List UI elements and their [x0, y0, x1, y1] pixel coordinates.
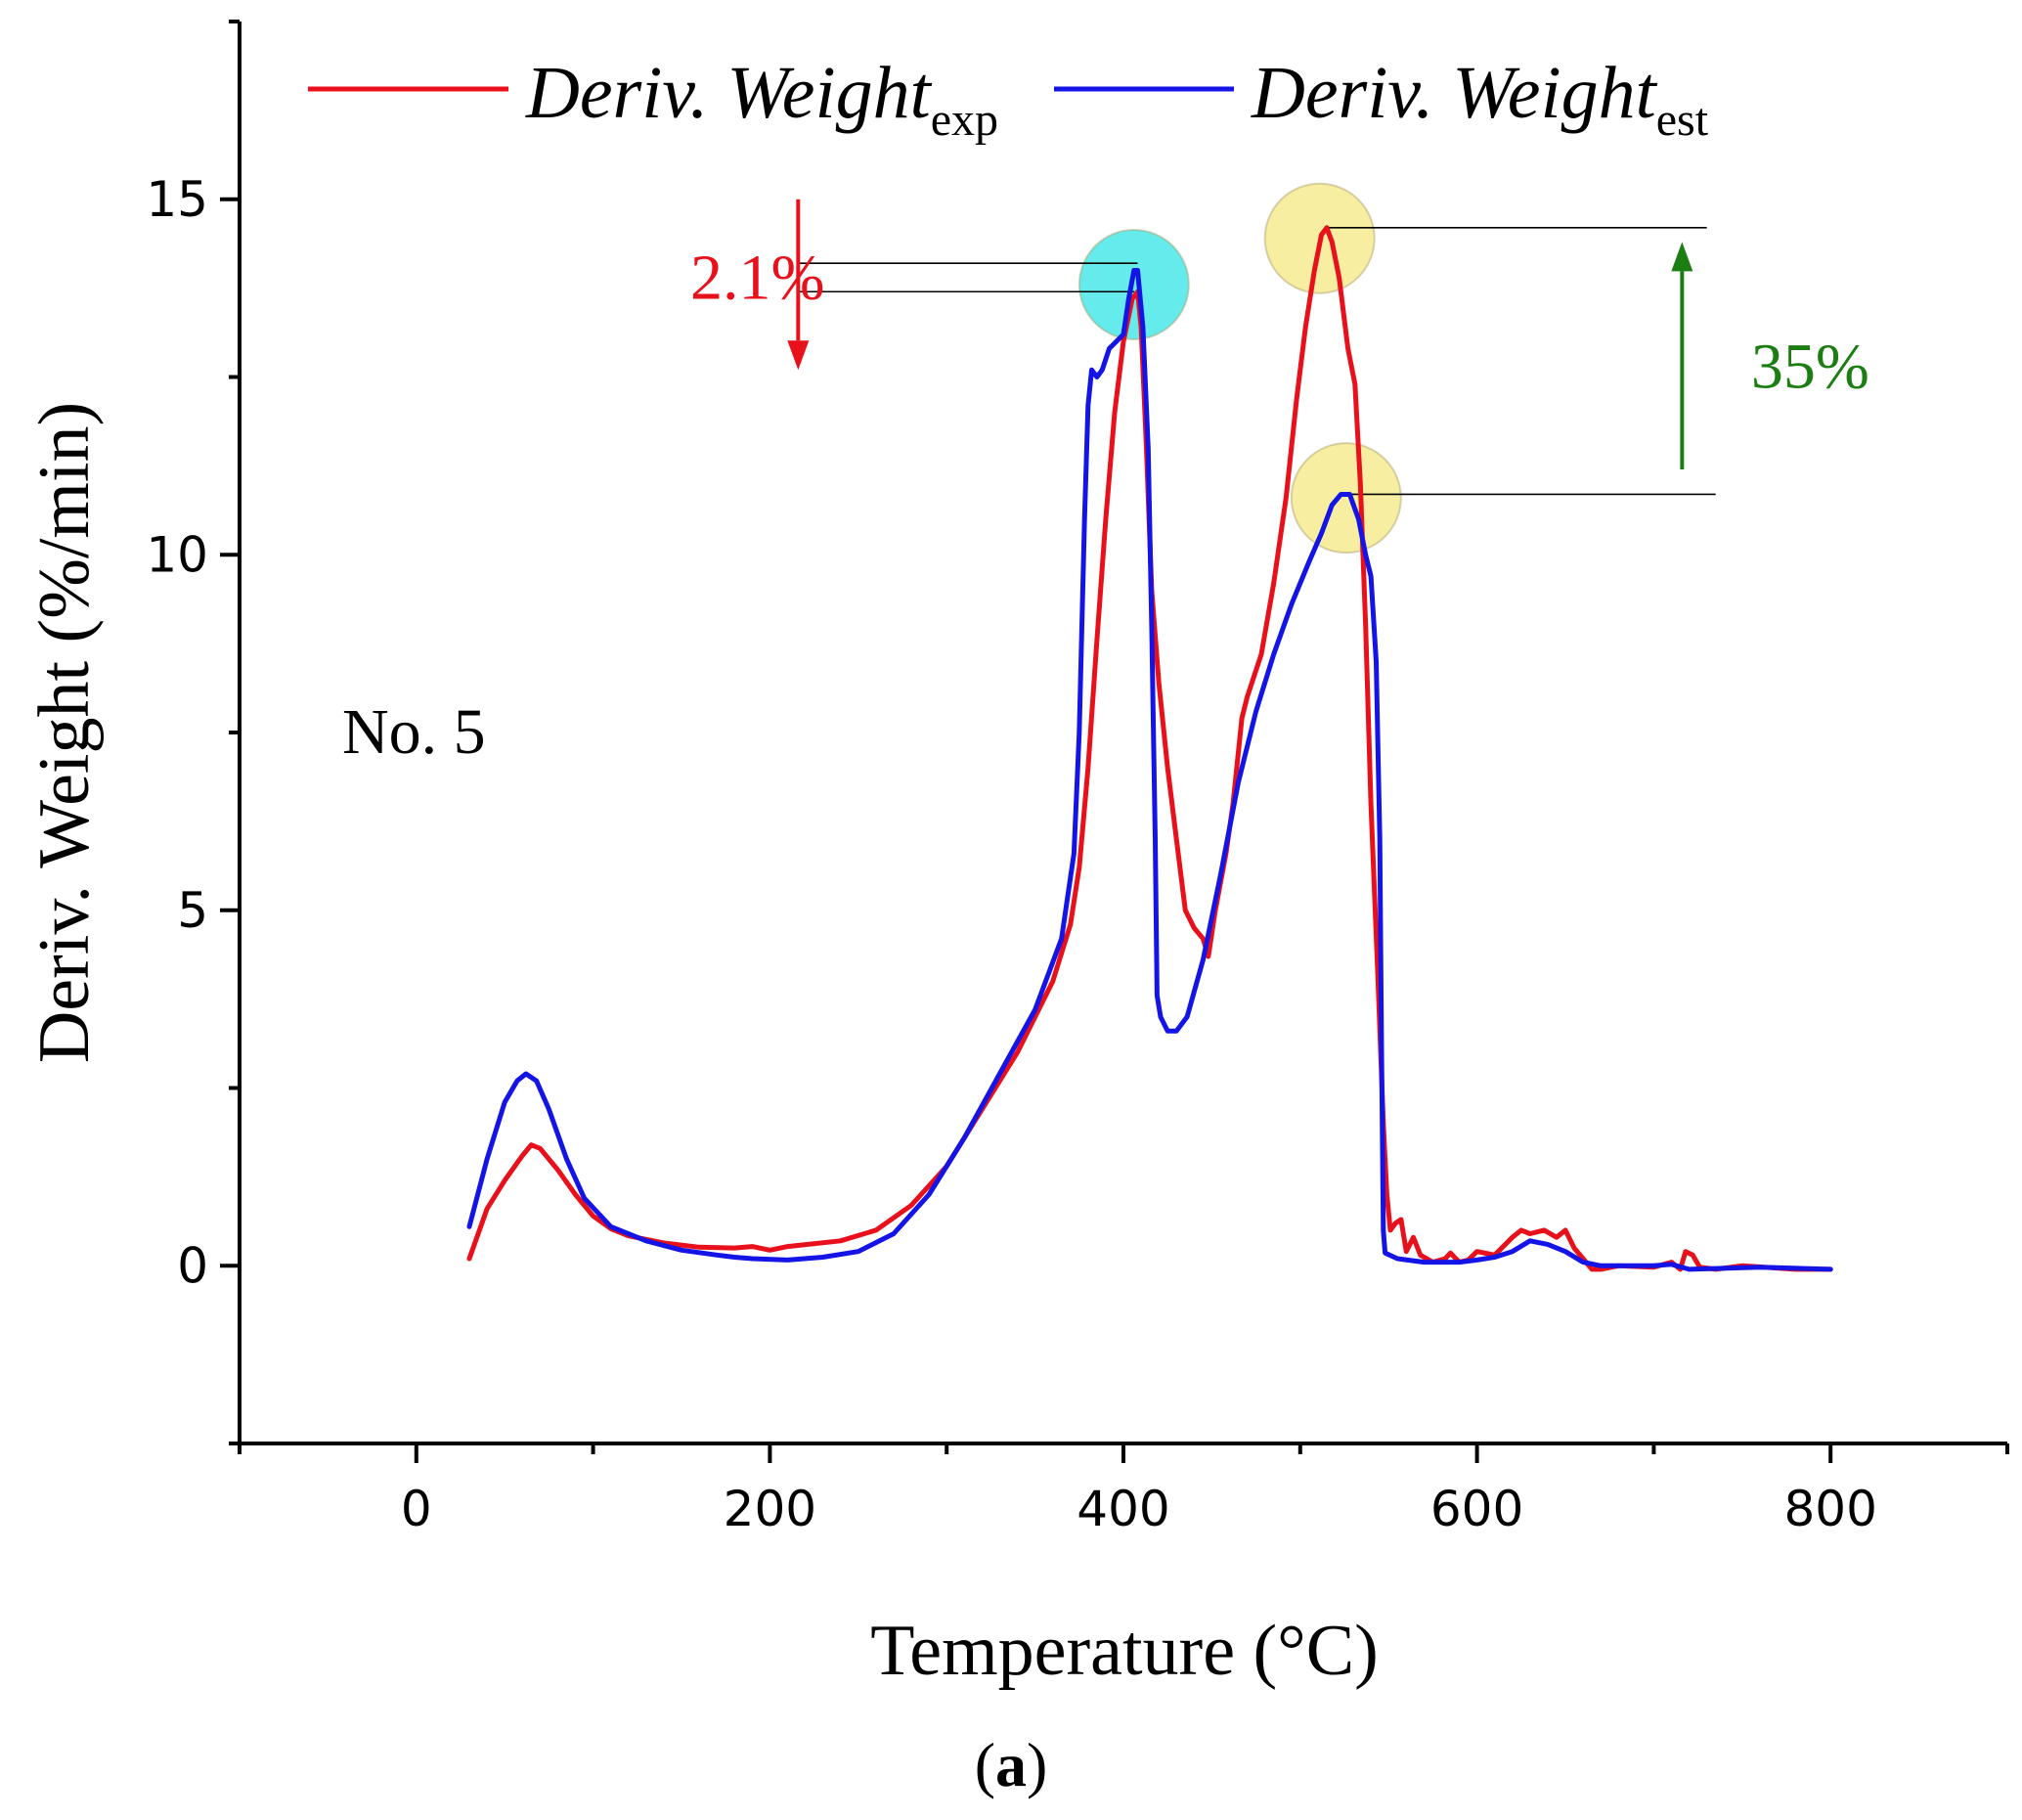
y-tick-label: 10: [146, 526, 208, 583]
legend: Deriv. Weightexp Deriv. Weightest: [308, 52, 1709, 146]
x-axis-title: Temperature (°C): [870, 1611, 1379, 1691]
series-group: [466, 225, 1833, 1272]
legend-subscript-est: est: [1656, 94, 1709, 146]
x-tick-label: 200: [724, 1481, 816, 1537]
y-tick-label: 0: [177, 1237, 208, 1294]
legend-subscript-exp: exp: [931, 94, 998, 146]
series-line-est: [466, 268, 1833, 1272]
annotation-label: 35%: [1751, 332, 1869, 403]
legend-label-exp: Deriv. Weightexp: [525, 52, 998, 146]
figure-label: (a): [975, 1730, 1048, 1799]
axis-ticks: 0 200 400 600 800 0 5 10 15: [146, 20, 2009, 1537]
annotation-arrow-head: [1671, 242, 1693, 272]
y-tick-label: 15: [146, 171, 208, 228]
annotation-label: 2.1%: [690, 243, 824, 314]
x-tick-label: 400: [1077, 1481, 1169, 1537]
y-tick-label: 5: [177, 882, 208, 939]
sample-label: No. 5: [342, 696, 486, 768]
highlight-marker: [1290, 442, 1402, 555]
figure-label-letter: a: [995, 1730, 1027, 1799]
series-line-exp: [466, 225, 1833, 1272]
x-tick-label: 600: [1430, 1481, 1523, 1537]
y-axis-title: Deriv. Weight (%/min): [24, 402, 105, 1063]
x-tick-label: 0: [401, 1481, 432, 1537]
annotation-arrow-head: [787, 340, 810, 371]
highlight-marker: [1077, 228, 1190, 340]
reference-lines: [796, 227, 1716, 496]
legend-label-est: Deriv. Weightest: [1251, 52, 1709, 146]
x-tick-label: 800: [1783, 1481, 1876, 1537]
annotations: 2.1% 35%: [690, 199, 1869, 470]
